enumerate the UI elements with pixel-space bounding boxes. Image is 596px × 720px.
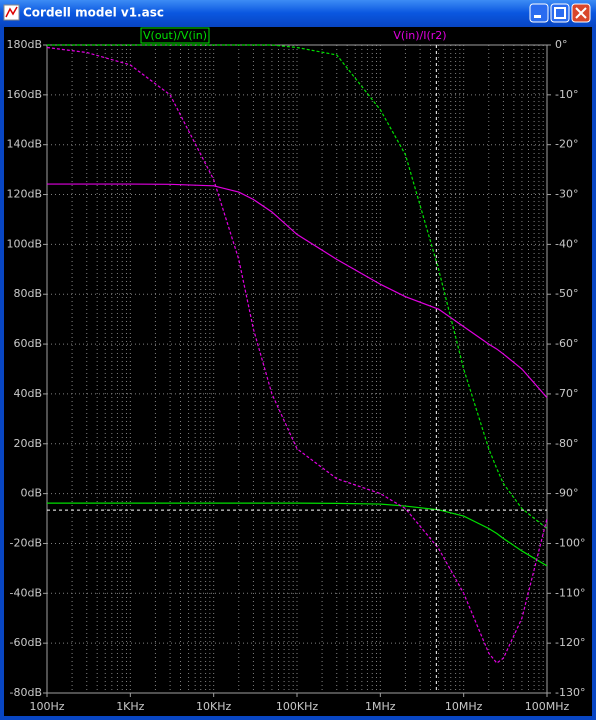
close-button[interactable] [571, 3, 591, 23]
y-tick-label: -40dB [10, 586, 43, 599]
minimize-button[interactable] [529, 3, 549, 23]
y-tick-label: 20dB [13, 437, 42, 450]
y-tick-label: -80dB [10, 686, 43, 699]
y2-tick-label: -50° [555, 287, 578, 300]
title-bar [0, 0, 596, 26]
x-tick-label: 10MHz [445, 700, 483, 713]
y2-tick-label: -70° [555, 387, 578, 400]
y2-tick-label: -80° [555, 437, 578, 450]
legend-entry: V(in)/I(r2) [393, 29, 446, 42]
y2-tick-label: -120° [555, 636, 585, 649]
x-tick-label: 10KHz [196, 700, 231, 713]
phase-line [47, 44, 548, 529]
y-tick-label: 80dB [13, 287, 42, 300]
y-tick-label: 180dB [6, 38, 42, 51]
x-tick-label: 100Hz [29, 700, 64, 713]
y-tick-label: 40dB [13, 387, 42, 400]
y-tick-label: 0dB [20, 487, 42, 500]
y2-tick-label: 0° [555, 38, 568, 51]
plot: 100Hz 1KHz 10KHz 100KHz 1MHz 10MHz 100MHz 180dB… [6, 27, 585, 713]
magnitude-line [47, 183, 548, 399]
app-icon-glyph [5, 6, 18, 18]
x-tick-label: 100KHz [276, 700, 318, 713]
y-tick-label: 60dB [13, 337, 42, 350]
y2-tick-label: -30° [555, 188, 578, 201]
legend-entry: V(out)/V(in) [143, 29, 207, 42]
y2-tick-label: -130° [555, 686, 585, 699]
maximize-button[interactable] [550, 3, 570, 23]
y2-tick-label: -40° [555, 237, 578, 250]
y2-tick-label: -110° [555, 586, 585, 599]
window-title: Cordell model v1.asc [23, 6, 164, 20]
legend-box [140, 27, 210, 44]
y2-tick-label: -90° [555, 487, 578, 500]
x-tick-label: 1MHz [365, 700, 396, 713]
x-tick-label: 100MHz [525, 700, 570, 713]
y2-tick-label: -10° [555, 88, 578, 101]
y-tick-label: 160dB [6, 88, 42, 101]
y-tick-label: -60dB [10, 636, 43, 649]
y2-tick-label: -100° [555, 536, 585, 549]
y-tick-label: 100dB [6, 237, 42, 250]
phase-line [46, 46, 548, 664]
y-tick-label: 120dB [6, 188, 42, 201]
y-tick-label: -20dB [10, 536, 43, 549]
magnitude-line [47, 502, 548, 567]
x-tick-label: 1KHz [116, 700, 144, 713]
y2-tick-label: -60° [555, 337, 578, 350]
plot-frame [46, 44, 548, 694]
plot-pane [4, 27, 592, 716]
y-tick-label: 140dB [6, 138, 42, 151]
y2-tick-label: -20° [555, 138, 578, 151]
